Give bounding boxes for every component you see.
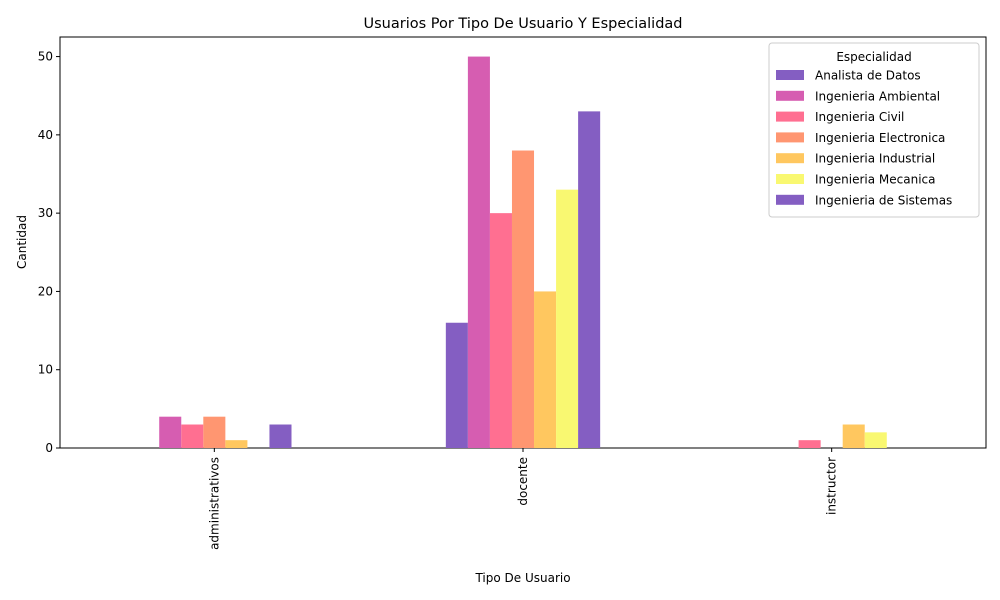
y-tick-label: 20 xyxy=(38,284,53,298)
y-axis-label: Cantidad xyxy=(15,215,29,269)
bar xyxy=(225,440,248,448)
y-tick-label: 40 xyxy=(38,128,53,142)
legend-label: Analista de Datos xyxy=(815,69,921,83)
legend-swatch xyxy=(776,194,804,205)
bar xyxy=(489,213,512,448)
bars-group xyxy=(159,56,887,448)
bar xyxy=(181,424,204,448)
legend-title: Especialidad xyxy=(836,50,911,64)
legend-box xyxy=(768,42,980,218)
y-tick-label: 50 xyxy=(38,50,53,64)
bar xyxy=(467,56,490,448)
legend-items: Analista de Datos Ingenieria Ambiental Ing… xyxy=(776,69,952,207)
bar xyxy=(534,291,557,448)
x-tick-label: instructor xyxy=(825,457,839,515)
legend-swatch xyxy=(776,111,804,122)
legend-label: Ingenieria de Sistemas xyxy=(815,193,952,207)
legend-label: Ingenieria Industrial xyxy=(815,152,935,166)
y-axis: 0 10 20 30 40 50 xyxy=(38,50,60,455)
legend-swatch xyxy=(776,174,804,184)
legend: Especialidad Analista de Datos Ingenieria… xyxy=(768,42,980,218)
chart-title: Usuarios Por Tipo De Usuario Y Especiali… xyxy=(363,16,682,32)
bar xyxy=(203,416,226,448)
y-tick-label: 10 xyxy=(38,363,53,377)
bar xyxy=(864,432,887,448)
y-tick-label: 30 xyxy=(38,206,53,220)
x-axis: administrativos docente instructor xyxy=(207,448,839,550)
legend-label: Ingenieria Electronica xyxy=(815,131,945,145)
legend-label: Ingenieria Mecanica xyxy=(815,173,935,187)
bar xyxy=(159,416,182,448)
bar xyxy=(842,424,865,448)
bar xyxy=(556,189,579,448)
legend-swatch xyxy=(776,70,804,80)
x-tick-label: docente xyxy=(516,457,530,506)
bar xyxy=(578,111,601,448)
y-tick-label: 0 xyxy=(45,441,53,455)
bar xyxy=(798,440,821,448)
x-tick-label: administrativos xyxy=(207,457,221,550)
x-axis-label: Tipo De Usuario xyxy=(474,571,570,585)
legend-swatch xyxy=(776,132,804,143)
bar xyxy=(445,322,468,448)
legend-label: Ingenieria Civil xyxy=(815,110,904,124)
bar xyxy=(269,424,292,448)
legend-label: Ingenieria Ambiental xyxy=(815,89,940,103)
legend-swatch xyxy=(776,153,804,164)
legend-swatch xyxy=(776,90,804,101)
bar xyxy=(511,150,535,448)
